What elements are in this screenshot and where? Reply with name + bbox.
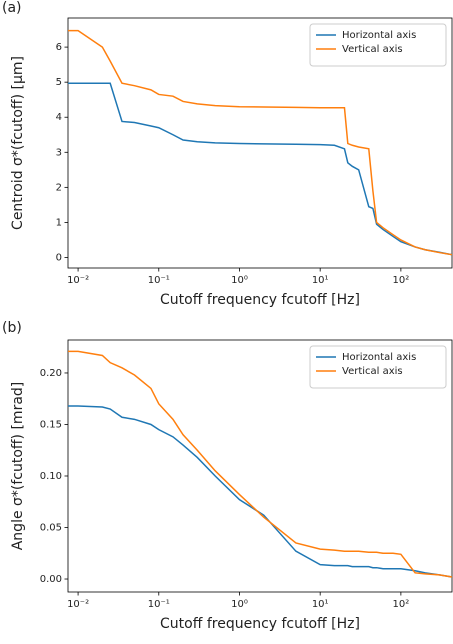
y-axis-label: Centroid σ*(fcutoff) [μm] <box>10 56 26 230</box>
x-axis-label: Cutoff frequency fcutoff [Hz] <box>160 616 360 632</box>
y-tick-label: 4 <box>56 112 62 123</box>
series-line <box>68 29 453 256</box>
legend-label: Horizontal axis <box>342 352 416 363</box>
panel-label: (b) <box>2 320 22 336</box>
y-tick-label: 1 <box>56 217 62 228</box>
y-axis-label: Angle σ*(fcutoff) [mrad] <box>10 382 26 551</box>
x-tick-label: 10⁻² <box>67 275 89 286</box>
y-tick-label: 2 <box>56 182 62 193</box>
y-tick-label: 3 <box>56 147 62 158</box>
x-tick-label: 10⁻² <box>67 599 89 610</box>
y-tick-label: 0 <box>56 252 62 263</box>
y-tick-label: 0.10 <box>40 471 62 482</box>
x-tick-label: 10¹ <box>312 275 329 286</box>
y-tick-label: 0.00 <box>40 574 62 585</box>
legend-label: Horizontal axis <box>342 30 416 41</box>
y-tick-label: 5 <box>56 77 62 88</box>
y-tick-label: 0.05 <box>40 523 62 534</box>
x-tick-label: 10⁰ <box>231 599 248 610</box>
x-tick-label: 10⁻¹ <box>148 275 170 286</box>
axes-frame <box>67 17 453 269</box>
y-tick-label: 0.15 <box>40 419 62 430</box>
series-line <box>68 82 453 256</box>
legend-label: Vertical axis <box>342 44 403 55</box>
x-tick-label: 10⁰ <box>231 275 248 286</box>
y-tick-label: 0.20 <box>40 368 62 379</box>
axes-frame <box>67 339 453 593</box>
x-tick-label: 10⁻¹ <box>148 599 170 610</box>
x-tick-label: 10¹ <box>312 599 329 610</box>
series-line <box>68 405 453 578</box>
x-tick-label: 10² <box>393 599 410 610</box>
legend-box <box>309 345 447 389</box>
legend-label: Vertical axis <box>342 366 403 377</box>
y-tick-label: 6 <box>56 42 62 53</box>
x-tick-label: 10² <box>393 275 410 286</box>
series-line <box>68 350 453 578</box>
x-axis-label: Cutoff frequency fcutoff [Hz] <box>160 292 360 308</box>
panel-label: (a) <box>2 0 22 16</box>
legend-box <box>309 23 447 67</box>
